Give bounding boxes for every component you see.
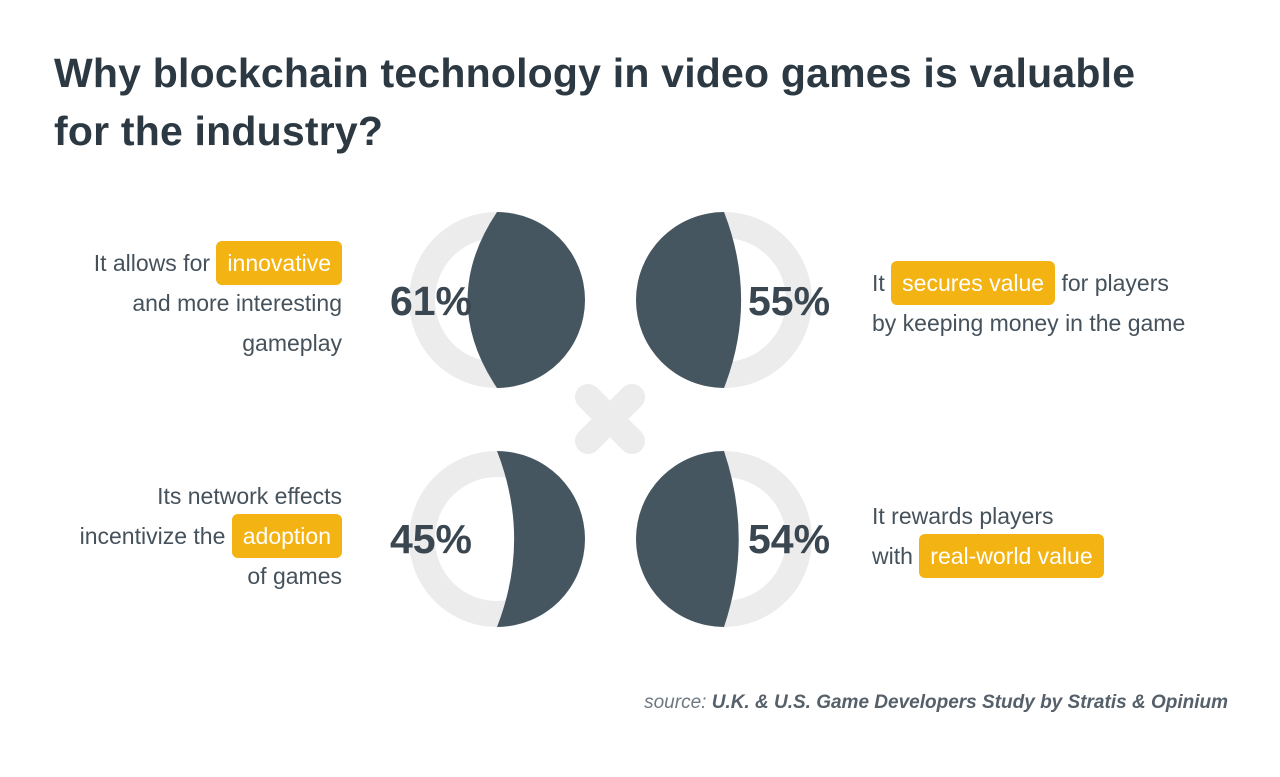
caption-line: of games	[247, 563, 342, 589]
caption-line: It secures value for players	[872, 261, 1185, 305]
pie-filled-slice	[636, 212, 742, 388]
pct-label-innovative: 61%	[389, 278, 472, 324]
caption-innovative: It allows for innovative and more intere…	[94, 241, 342, 363]
caption-line: incentivize the adoption	[80, 514, 342, 558]
source-note: source: U.K. & U.S. Game Developers Stud…	[644, 692, 1228, 714]
caption-secures-value: It secures value for players by keeping …	[872, 261, 1186, 343]
caption-real-world-value: It rewards players with real-world value	[872, 496, 1104, 578]
pie-real-world-value	[636, 451, 812, 627]
pct-label-secures-value: 55%	[748, 278, 831, 324]
pie-filled-slice	[467, 212, 585, 388]
caption-line: by keeping money in the game	[872, 310, 1186, 336]
caption-line: gameplay	[242, 330, 342, 356]
source-prefix: source:	[644, 692, 712, 713]
pie-secures-value	[636, 212, 812, 388]
title-line-1: Why blockchain technology in video games…	[54, 50, 1136, 96]
pie-innovative	[409, 212, 585, 388]
highlight-badge: innovative	[216, 241, 342, 285]
center-cross-decoration	[575, 384, 645, 454]
pie-filled-slice	[636, 451, 739, 627]
caption-line: It allows for innovative	[94, 241, 342, 285]
highlight-badge: secures value	[891, 261, 1056, 305]
page-title: Why blockchain technology in video games…	[54, 44, 1234, 160]
pct-label-adoption: 45%	[389, 516, 472, 562]
caption-line: and more interesting	[132, 290, 342, 316]
caption-line: Its network effects	[157, 483, 342, 509]
pct-label-real-world-value: 54%	[748, 516, 831, 562]
pie-adoption	[409, 451, 585, 627]
source-name: U.K. & U.S. Game Developers Study by Str…	[711, 692, 1228, 713]
caption-line: with real-world value	[872, 534, 1104, 578]
highlight-badge: real-world value	[919, 534, 1104, 578]
caption-adoption: Its network effects incentivize the adop…	[80, 476, 342, 596]
pie-filled-slice	[497, 451, 585, 627]
title-line-2: for the industry?	[54, 108, 384, 154]
highlight-badge: adoption	[231, 514, 342, 558]
caption-line: It rewards players	[872, 503, 1054, 529]
